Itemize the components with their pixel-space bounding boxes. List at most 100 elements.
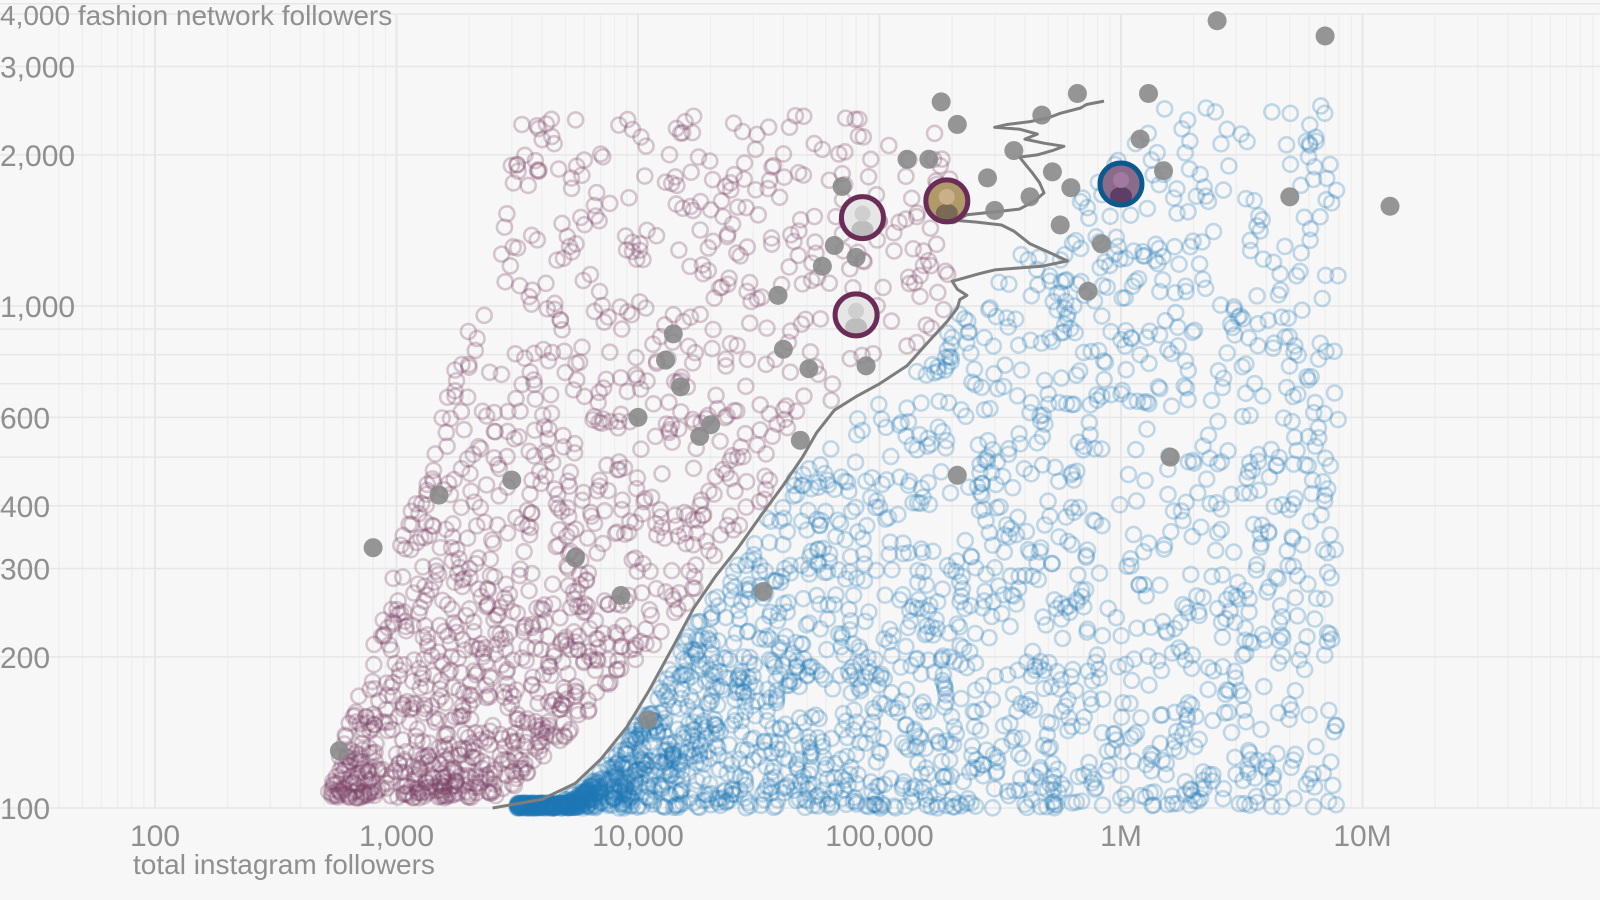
general-heavy-point <box>840 600 858 619</box>
fashion-heavy-point <box>504 762 522 781</box>
fashion-heavy-point <box>486 645 505 663</box>
fashion-heavy-point <box>372 627 391 645</box>
general-heavy-point <box>730 750 749 768</box>
general-heavy-point <box>1122 328 1140 347</box>
fashion-heavy-point <box>662 416 681 434</box>
general-heavy-point <box>509 798 528 816</box>
fashion-heavy-point <box>684 535 703 554</box>
general-heavy-point <box>849 765 867 784</box>
general-heavy-point <box>543 797 561 816</box>
general-heavy-point <box>975 401 994 419</box>
fashion-heavy-point <box>513 115 531 134</box>
fashion-heavy-point <box>565 622 583 641</box>
fashion-heavy-point <box>340 788 359 806</box>
fashion-heavy-point <box>505 429 524 448</box>
general-heavy-point <box>1098 742 1117 761</box>
fashion-heavy-point <box>789 163 808 182</box>
fashion-heavy-point <box>362 770 381 789</box>
fashion-heavy-point <box>594 410 612 428</box>
fashion-heavy-point <box>611 660 630 678</box>
fashion-heavy-point <box>653 464 671 483</box>
general-heavy-point <box>1066 681 1085 700</box>
general-heavy-point <box>736 789 754 808</box>
general-heavy-point <box>511 798 530 817</box>
general-heavy-point <box>1071 239 1090 258</box>
general-heavy-point <box>687 738 705 756</box>
general-heavy-point <box>1025 701 1044 719</box>
general-heavy-point <box>587 784 606 803</box>
fashion-heavy-point <box>515 618 533 637</box>
general-heavy-point <box>557 796 576 814</box>
fashion-heavy-point <box>897 210 915 228</box>
fashion-heavy-point <box>756 467 774 486</box>
general-heavy-point <box>823 680 842 698</box>
fashion-heavy-point <box>802 271 821 290</box>
general-heavy-point <box>554 795 573 814</box>
general-heavy-point <box>1030 248 1048 267</box>
general-heavy-point <box>1033 456 1052 474</box>
general-heavy-point <box>871 694 889 712</box>
fashion-heavy-point <box>481 784 500 803</box>
general-heavy-point <box>754 615 773 634</box>
general-heavy-point <box>902 787 921 806</box>
fashion-heavy-point <box>588 544 606 562</box>
general-heavy-point <box>819 476 838 494</box>
general-heavy-point <box>836 570 855 588</box>
general-heavy-point <box>884 626 902 645</box>
general-heavy-point <box>840 620 859 639</box>
fashion-heavy-point <box>660 420 679 439</box>
general-heavy-point <box>701 661 719 679</box>
fashion-heavy-point <box>756 480 775 499</box>
fashion-heavy-point <box>359 784 378 803</box>
general-heavy-point <box>1213 378 1232 397</box>
fashion-heavy-point <box>576 595 594 613</box>
general-heavy-point <box>594 779 613 797</box>
general-heavy-point <box>846 453 865 472</box>
fashion-heavy-point <box>498 675 517 693</box>
general-heavy-point <box>1141 784 1160 802</box>
fashion-heavy-point <box>358 761 377 779</box>
general-heavy-point <box>674 729 693 748</box>
general-heavy-point <box>1044 292 1063 311</box>
general-heavy-point <box>981 399 999 418</box>
fashion-heavy-point <box>558 499 577 517</box>
general-heavy-point <box>552 795 571 814</box>
general-heavy-point <box>554 794 573 813</box>
general-heavy-point <box>638 788 657 807</box>
general-heavy-point <box>1214 789 1232 808</box>
fashion-heavy-point <box>462 788 481 807</box>
fashion-heavy-point <box>568 683 587 702</box>
general-heavy-point <box>724 784 742 803</box>
fashion-heavy-point <box>492 365 511 384</box>
fashion-heavy-point <box>679 506 697 524</box>
general-heavy-point <box>859 720 878 738</box>
fashion-heavy-point <box>437 520 455 539</box>
fashion-heavy-point <box>469 580 488 598</box>
general-heavy-point <box>1059 304 1077 323</box>
general-heavy-point <box>616 779 635 797</box>
general-heavy-point <box>670 699 689 718</box>
fashion-heavy-point <box>575 151 594 169</box>
general-heavy-point <box>1306 393 1324 412</box>
fashion-heavy-point <box>707 386 725 405</box>
general-heavy-point <box>622 776 640 794</box>
general-heavy-point <box>1023 767 1042 785</box>
fashion-heavy-point <box>615 525 634 544</box>
general-heavy-point <box>974 676 992 695</box>
general-heavy-point <box>1016 795 1034 814</box>
general-heavy-point <box>1283 412 1301 431</box>
fashion-heavy-point <box>406 765 424 784</box>
general-heavy-point <box>1259 522 1278 541</box>
general-heavy-point <box>954 639 973 657</box>
general-heavy-point <box>1052 702 1071 721</box>
general-heavy-point <box>531 794 550 813</box>
general-heavy-point <box>799 501 817 520</box>
highlight-point <box>611 586 631 606</box>
general-heavy-point <box>1204 222 1223 241</box>
general-heavy-point <box>1233 646 1252 665</box>
general-heavy-point <box>571 783 589 802</box>
general-heavy-point <box>531 794 549 813</box>
general-heavy-point <box>818 471 837 490</box>
general-heavy-point <box>626 770 644 788</box>
general-heavy-point <box>1080 763 1098 782</box>
